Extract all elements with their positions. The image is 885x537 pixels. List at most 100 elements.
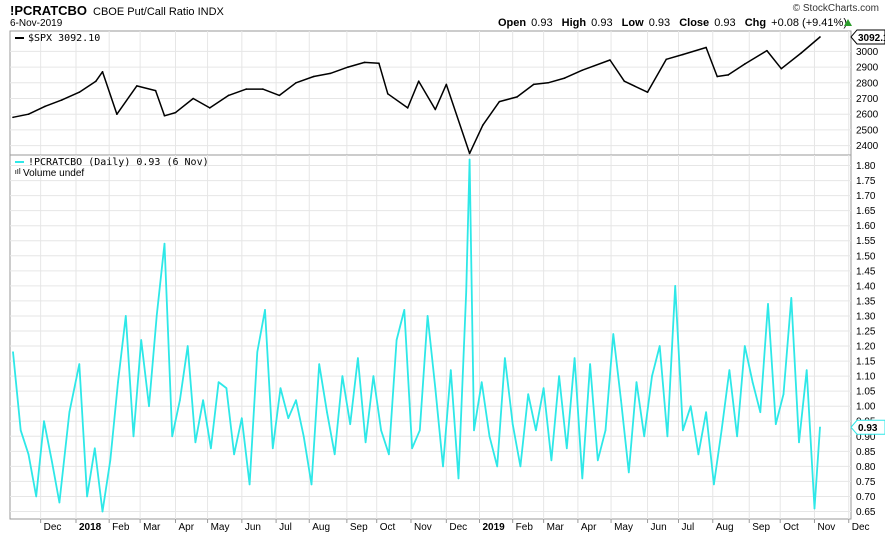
pcr-data-point [558, 375, 560, 377]
pcr-y-tick-label: 1.75 [856, 176, 876, 187]
pcr-y-tick-label: 1.10 [856, 372, 876, 383]
pcr-data-point [341, 375, 344, 377]
spx-data-point [434, 108, 437, 111]
x-tick-label: May [211, 522, 230, 533]
spx-data-point [174, 111, 177, 114]
brand-label: © StockCharts.com [792, 3, 879, 14]
pcr-data-point [12, 351, 14, 353]
spx-data-point [800, 52, 803, 54]
spx-data-point [136, 85, 138, 87]
pcr-data-point [225, 387, 228, 389]
x-tick-label: Dec [44, 522, 62, 533]
spx-data-point [609, 59, 611, 61]
pcr-y-tick-label: 1.80 [856, 161, 876, 172]
spx-panel: 2400 2500 2600 2700 2800 2900 3000 $SPX 3092.10… [9, 29, 885, 156]
spx-data-point [60, 99, 63, 101]
spx-data-point [682, 53, 684, 56]
spx-y-tick-label: 2900 [856, 63, 879, 74]
pcr-data-point [542, 387, 545, 389]
pcr-sublegend-label: Volume undef [23, 168, 84, 179]
spx-data-point [44, 105, 46, 108]
spx-data-point [116, 113, 118, 115]
pcr-data-point [442, 465, 444, 468]
pcr-data-point [813, 507, 816, 510]
spx-last-value-tag [850, 29, 885, 45]
spx-data-point [363, 61, 366, 64]
spx-data-point [245, 88, 248, 90]
pcr-data-point [767, 303, 769, 305]
pcr-data-point [310, 483, 313, 486]
x-tick-label: May [614, 522, 633, 533]
pcr-data-point [101, 510, 104, 513]
pcr-data-point [627, 471, 630, 474]
spx-y-tick-label: 2500 [856, 125, 879, 136]
spx-data-point [516, 96, 518, 98]
x-tick-label: 2018 [79, 522, 102, 533]
pcr-y-tick-label: 1.40 [856, 281, 876, 292]
pcr-data-point [713, 483, 715, 486]
x-tick-label: Feb [112, 522, 130, 533]
pcr-data-point [550, 459, 553, 462]
x-tick-label: Nov [817, 522, 835, 533]
spx-last-value-label: 3092.1 [858, 33, 885, 44]
spx-y-tick-label: 2600 [856, 110, 879, 121]
pcr-data-point [496, 465, 499, 468]
pcr-data-point [302, 435, 305, 438]
pcr-panel: 0.650.700.750.800.850.900.951.001.051.10… [9, 154, 885, 520]
pcr-data-point [349, 423, 351, 426]
pcr-data-point [449, 369, 452, 371]
pcr-data-point [480, 381, 483, 383]
spx-legend-label: $SPX 3092.10 [28, 33, 100, 44]
spx-series-line [12, 36, 821, 155]
pcr-data-point [380, 429, 382, 432]
pcr-data-point [279, 387, 282, 389]
pcr-data-point [68, 411, 71, 414]
pcr-data-point [790, 297, 793, 299]
x-tick-label: Mar [547, 522, 565, 533]
pcr-data-point [527, 393, 529, 395]
spx-data-point [95, 80, 97, 83]
pcr-data-point [434, 387, 437, 389]
pcr-y-tick-label: 0.80 [856, 462, 876, 473]
pcr-data-point [468, 158, 471, 161]
pcr-data-point [364, 441, 367, 444]
pcr-data-point [736, 435, 738, 438]
spx-data-point [101, 71, 104, 73]
spx-data-point [312, 75, 315, 78]
pcr-y-tick-label: 0.75 [856, 477, 876, 488]
pcr-data-point [248, 483, 251, 486]
pcr-data-point [566, 447, 568, 450]
pcr-data-point [202, 399, 204, 401]
pcr-data-point [728, 369, 731, 371]
x-tick-label: Mar [143, 522, 161, 533]
quote-summary: Open 0.93 High 0.93 Low 0.93 Close 0.93 … [498, 17, 853, 29]
pcr-data-point [419, 429, 421, 432]
volume-bars-icon [19, 168, 21, 174]
spx-data-point [665, 58, 668, 61]
pcr-data-point [744, 345, 746, 347]
pcr-data-point [751, 381, 754, 383]
pcr-data-point [643, 435, 646, 438]
pcr-y-tick-label: 1.20 [856, 342, 876, 353]
pcr-y-tick-label: 1.15 [856, 357, 876, 368]
spx-data-point [563, 77, 566, 79]
pcr-y-tick-label: 0.85 [856, 447, 876, 458]
spx-data-point [347, 66, 349, 68]
pcr-data-point [326, 411, 328, 414]
pcr-data-point [140, 339, 143, 341]
pcr-data-point [535, 429, 537, 432]
pcr-data-point [155, 315, 158, 317]
x-tick-label: Oct [783, 522, 799, 533]
close-value: 0.93 [714, 17, 736, 29]
pcr-data-point [658, 345, 661, 347]
chg-label: Chg [744, 17, 767, 29]
spx-data-point [623, 80, 626, 83]
chg-value: +0.08 (+9.41%) [771, 17, 847, 29]
pcr-data-point [194, 441, 197, 444]
spx-data-point [532, 83, 535, 86]
pcr-data-point [689, 405, 692, 407]
spx-data-point [716, 75, 718, 78]
spx-data-point [78, 91, 81, 94]
spx-frame [9, 30, 852, 156]
x-tick-label: Jul [279, 522, 292, 533]
